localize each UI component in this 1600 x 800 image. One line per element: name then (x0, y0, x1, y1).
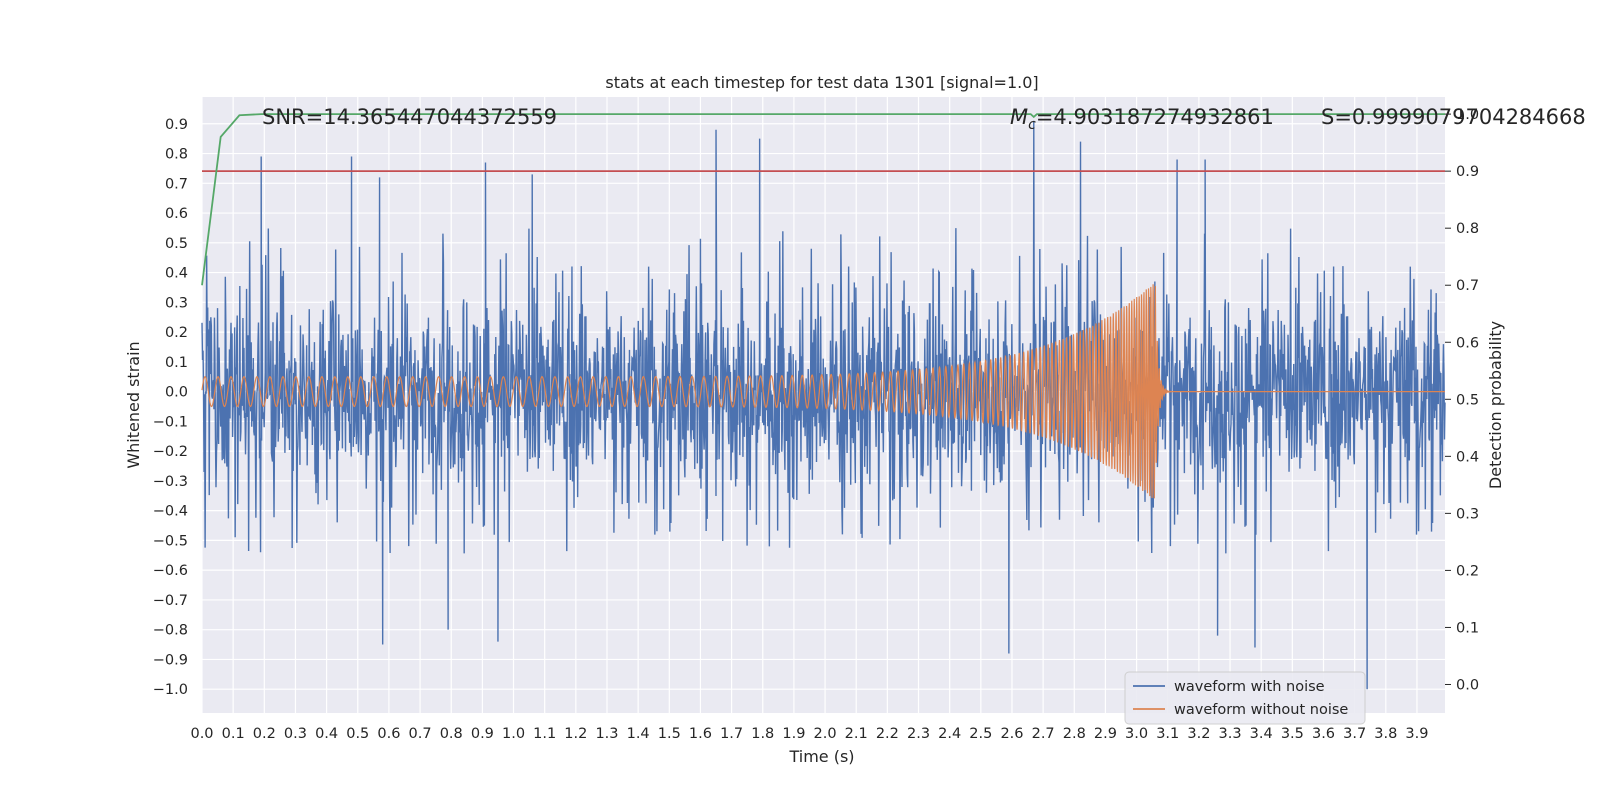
legend-label-noise: waveform with noise (1174, 679, 1325, 695)
noise-waveform-line (201, 120, 1446, 690)
x-tick-label: 3.2 (1187, 726, 1210, 742)
legend: waveform with noise waveform without noi… (1124, 671, 1366, 725)
x-tick-label: 2.3 (907, 726, 930, 742)
y-tick-label: 0.9 (165, 117, 188, 133)
x-tick-label: 1.1 (533, 726, 556, 742)
y-tick-label: 0.1 (165, 355, 188, 371)
y2-tick-label: 0.9 (1456, 164, 1479, 180)
chirp-mass-subscript: c (1028, 117, 1036, 133)
x-tick-label: 3.3 (1219, 726, 1242, 742)
y-tick-label: 0.8 (165, 147, 188, 163)
x-axis-label: Time (s) (788, 747, 854, 766)
y2-axis-ticks: 1.0 0.9 0.8 0.7 0.6 0.5 0.4 0.3 0.2 0.1 0.0 (1445, 107, 1479, 693)
x-tick-label: 2.6 (1000, 726, 1023, 742)
y-tick-label: −0.8 (153, 623, 188, 639)
series-waveform-with-noise (201, 120, 1446, 690)
detection-probability-line (201, 113, 1445, 286)
y2-tick-label: 0.4 (1456, 449, 1479, 465)
y2-tick-label: 1.0 (1456, 107, 1479, 123)
x-tick-label: 3.0 (1125, 726, 1148, 742)
snr-label: SNR=14.365447044372559 (262, 105, 557, 129)
x-tick-label: 2.9 (1094, 726, 1117, 742)
y-tick-label: −0.3 (153, 474, 188, 490)
x-tick-label: 1.0 (502, 726, 525, 742)
x-tick-label: 2.4 (938, 726, 961, 742)
y-tick-label: −0.7 (153, 593, 188, 609)
y-tick-label: 0.6 (165, 206, 188, 222)
x-tick-label: 3.8 (1374, 726, 1397, 742)
y2-tick-label: 0.5 (1456, 392, 1479, 408)
y2-tick-label: 0.1 (1456, 620, 1479, 636)
y2-tick-label: 0.0 (1456, 677, 1479, 693)
y-tick-label: 0.5 (165, 236, 188, 252)
y-tick-label: −0.5 (153, 533, 188, 549)
y2-tick-label: 0.3 (1456, 506, 1479, 522)
x-tick-label: 0.1 (222, 726, 245, 742)
chirp-mass-label: Mc=4.903187274932861 (1010, 105, 1274, 133)
x-tick-label: 0.7 (409, 726, 432, 742)
chirp-mass-value: =4.903187274932861 (1036, 105, 1274, 129)
y-tick-label: −1.0 (153, 682, 188, 698)
y2-tick-label: 0.8 (1456, 221, 1479, 237)
x-tick-label: 0.0 (190, 726, 213, 742)
x-tick-label: 1.6 (689, 726, 712, 742)
y-axis-label: Whitened strain (124, 341, 143, 468)
x-tick-label: 2.1 (845, 726, 868, 742)
x-tick-label: 1.7 (720, 726, 743, 742)
x-tick-label: 0.9 (471, 726, 494, 742)
x-tick-label: 2.7 (1032, 726, 1055, 742)
y2-axis-label: Detection probability (1486, 321, 1505, 489)
x-tick-label: 2.0 (814, 726, 837, 742)
x-tick-label: 3.7 (1343, 726, 1366, 742)
x-tick-label: 3.5 (1281, 726, 1304, 742)
legend-box (1124, 671, 1366, 725)
y-tick-label: −0.9 (153, 652, 188, 668)
y-tick-label: 0.7 (165, 176, 188, 192)
x-tick-label: 3.6 (1312, 726, 1335, 742)
x-tick-label: 1.2 (564, 726, 587, 742)
x-tick-label: 3.9 (1405, 726, 1428, 742)
chirp-mass-symbol: M (1010, 105, 1028, 129)
x-tick-label: 0.2 (253, 726, 276, 742)
x-tick-label: 2.2 (876, 726, 899, 742)
x-tick-label: 1.5 (658, 726, 681, 742)
x-tick-label: 0.4 (315, 726, 338, 742)
y-tick-label: −0.6 (153, 563, 188, 579)
y-tick-label: 0.3 (165, 295, 188, 311)
y-tick-label: 0.4 (165, 266, 188, 282)
series-waveform-without-noise (201, 284, 1445, 499)
y2-tick-label: 0.6 (1456, 335, 1479, 351)
x-tick-label: 1.8 (751, 726, 774, 742)
x-tick-label: 0.3 (284, 726, 307, 742)
clean-waveform-line (201, 284, 1445, 499)
y2-tick-label: 0.7 (1456, 278, 1479, 294)
x-tick-label: 1.3 (595, 726, 618, 742)
legend-label-clean: waveform without noise (1174, 702, 1348, 718)
significance-label: S=0.9999079704284668 (1321, 105, 1586, 129)
x-tick-label: 2.8 (1063, 726, 1086, 742)
x-tick-label: 0.8 (440, 726, 463, 742)
x-tick-label: 1.9 (782, 726, 805, 742)
y2-tick-label: 0.2 (1456, 563, 1479, 579)
x-tick-label: 0.5 (346, 726, 369, 742)
x-tick-label: 3.1 (1156, 726, 1179, 742)
y-tick-label: −0.2 (153, 444, 188, 460)
y-tick-label: −0.1 (153, 414, 188, 430)
y-tick-label: 0.2 (165, 325, 188, 341)
y-tick-label: −0.4 (153, 504, 188, 520)
x-tick-label: 0.6 (377, 726, 400, 742)
y-tick-label: 0.0 (165, 385, 188, 401)
x-tick-label: 3.4 (1250, 726, 1273, 742)
y-axis-ticks: 0.9 0.8 0.7 0.6 0.5 0.4 0.3 0.2 0.1 0.0 −0.1 −0.2 −0… (153, 117, 188, 698)
chart-title: stats at each timestep for test data 130… (605, 73, 1038, 92)
overlay-lines (201, 113, 1445, 286)
x-tick-label: 2.5 (969, 726, 992, 742)
x-tick-label: 1.4 (627, 726, 650, 742)
x-axis-ticks: 0.0 0.1 0.2 0.3 0.4 0.5 0.6 0.7 0.8 0.9 1.0 1.1 1.2 1… (190, 726, 1428, 742)
